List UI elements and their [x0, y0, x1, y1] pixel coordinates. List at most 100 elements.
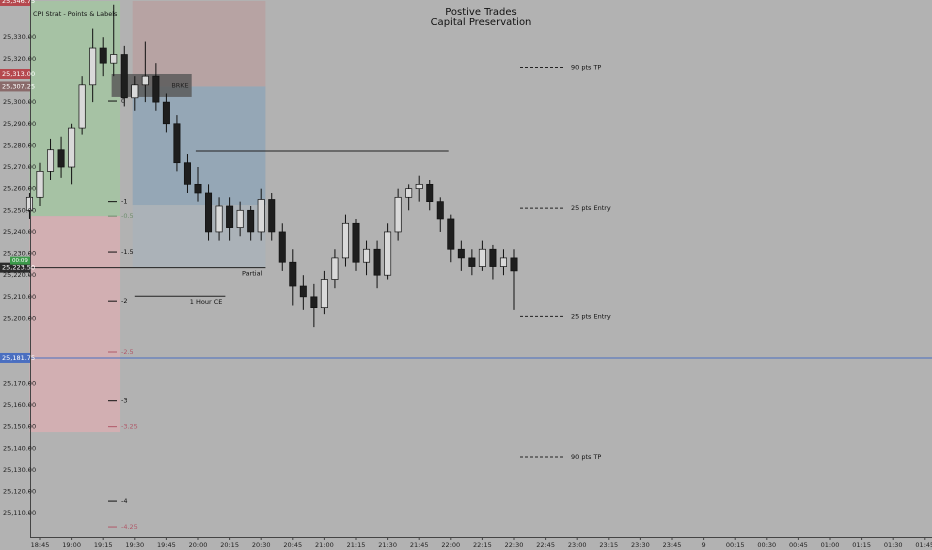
candle-body — [384, 231, 392, 276]
x-tick-label: 20:45 — [283, 541, 302, 549]
chart-title: Postive Trades — [445, 7, 517, 18]
y-tick-label: 25,220.00 — [3, 271, 36, 279]
candle-body — [447, 218, 455, 250]
y-tick-label: 25,250.00 — [3, 206, 36, 214]
level-label: -4 — [121, 497, 127, 505]
x-tick-label: 19:15 — [94, 541, 113, 549]
candle-body — [173, 123, 181, 164]
x-tick-label: 20:30 — [252, 541, 271, 549]
candle-body — [268, 199, 276, 233]
y-tick-label: 25,290.00 — [3, 120, 36, 128]
zone — [29, 0, 121, 217]
price-tag-label: 25,181.75 — [2, 354, 35, 362]
x-tick-label: 01:00 — [821, 541, 840, 549]
level-label: -4.25 — [121, 523, 138, 531]
countdown-tag — [10, 256, 30, 265]
candle-body — [120, 54, 128, 99]
candle-body — [489, 248, 497, 267]
candle-body — [415, 183, 423, 190]
y-tick-label: 25,330.00 — [3, 33, 36, 41]
x-tick-label: 00:15 — [726, 541, 745, 549]
candle-body — [78, 84, 86, 129]
candle-body — [299, 285, 307, 298]
candle-body — [310, 296, 318, 309]
x-tick-label: 21:15 — [347, 541, 366, 549]
target-label: 90 pts TP — [571, 453, 601, 461]
candle-body — [99, 47, 107, 64]
candle-body — [89, 47, 97, 86]
candle-body — [47, 149, 55, 172]
candle-body — [352, 222, 360, 263]
y-tick-label: 25,140.00 — [3, 444, 36, 452]
candle-body — [183, 162, 191, 185]
y-tick-label: 25,210.00 — [3, 293, 36, 301]
candle-body — [363, 248, 371, 263]
x-tick-label: 21:30 — [378, 541, 397, 549]
price-tag-label: 25,313.00 — [2, 70, 35, 78]
zone — [29, 216, 121, 433]
candle-body — [405, 188, 413, 198]
candle-body — [278, 231, 286, 263]
y-tick-label: 25,130.00 — [3, 466, 36, 474]
grid — [28, 36, 30, 514]
candle-body — [436, 201, 444, 220]
level-label: -3.25 — [121, 423, 138, 431]
candle-body — [226, 205, 234, 228]
candle-body — [341, 222, 349, 259]
price-tag — [0, 262, 30, 273]
level-line-label: Partial — [242, 270, 263, 278]
level-label: -3 — [121, 397, 127, 405]
candle-body — [131, 84, 139, 99]
x-tick-label: 18:45 — [31, 541, 50, 549]
y-tick-label: 25,260.00 — [3, 185, 36, 193]
price-tag — [0, 0, 30, 6]
target-label: 25 pts Entry — [571, 312, 611, 320]
y-tick-label: 25,110.00 — [3, 509, 36, 517]
x-tick-label: 23:45 — [663, 541, 682, 549]
x-tick-label: 21:00 — [315, 541, 334, 549]
x-tick-label: 19:30 — [125, 541, 144, 549]
candle-body — [499, 257, 507, 267]
x-tick-label: 22:45 — [536, 541, 555, 549]
candle-body — [468, 257, 476, 267]
candle-body — [289, 261, 297, 287]
x-tick-label: 00:30 — [757, 541, 776, 549]
candle-body — [257, 199, 265, 233]
x-tick-label: 20:15 — [220, 541, 239, 549]
candle-body — [236, 209, 244, 228]
x-tick-label: 20:00 — [189, 541, 208, 549]
candle-body — [57, 149, 65, 168]
x-tick-label: 01:15 — [852, 541, 871, 549]
level-line-label: 1 Hour CE — [190, 298, 223, 306]
x-tick-label: 22:15 — [473, 541, 492, 549]
y-tick-label: 25,120.00 — [3, 488, 36, 496]
x-tick-label: 21:45 — [410, 541, 429, 549]
y-tick-label: 25,160.00 — [3, 401, 36, 409]
candle-body — [194, 183, 202, 194]
target-label: 25 pts Entry — [571, 204, 611, 212]
zone-label: BRKE — [171, 81, 188, 89]
candle-body — [110, 54, 118, 64]
candle-body — [510, 257, 518, 272]
price-tag — [0, 68, 30, 79]
candle-body — [426, 183, 434, 202]
candle-body — [205, 192, 213, 233]
y-tick-label: 25,320.00 — [3, 55, 36, 63]
level-label: -1 — [121, 198, 127, 206]
countdown: 00:09 — [12, 258, 28, 264]
level-label: -0.5 — [121, 212, 134, 220]
zone — [132, 0, 266, 87]
candle-body — [373, 248, 381, 276]
candle-body — [394, 196, 402, 233]
level-label: 0 — [121, 97, 125, 105]
indicator-label: CPI Strat - Points & Labels — [33, 10, 118, 18]
candle-body — [162, 101, 170, 125]
y-tick-label: 25,200.00 — [3, 314, 36, 322]
candle-body — [36, 171, 44, 198]
candle-body — [478, 248, 486, 267]
candle-body — [247, 209, 255, 233]
target-label: 90 pts TP — [571, 64, 601, 72]
